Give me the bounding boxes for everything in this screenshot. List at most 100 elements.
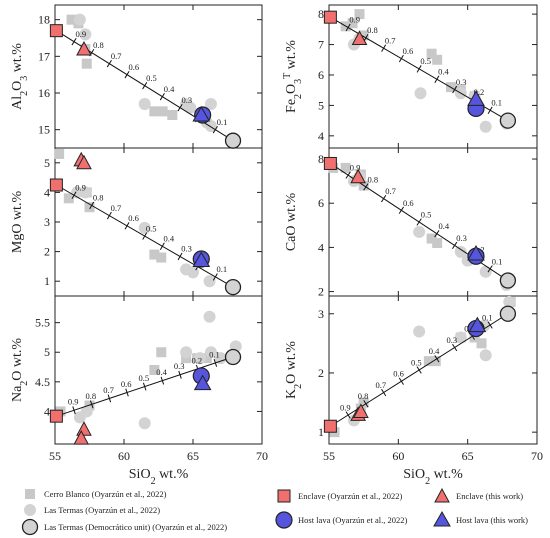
- fraction-label: 0.5: [420, 56, 431, 66]
- fraction-label: 0.9: [349, 15, 360, 25]
- enclave-ref-marker: [49, 178, 63, 192]
- y-tick-label: 18: [38, 13, 50, 27]
- mixing-tick: [125, 388, 129, 397]
- x-tick-label: 70: [256, 449, 268, 463]
- cerro-blanco-marker: [149, 365, 160, 375]
- enclave-this-marker: [434, 487, 450, 503]
- x-tick-label: 65: [187, 449, 199, 463]
- mixing-tick: [212, 273, 218, 281]
- host-this-marker: [468, 316, 487, 333]
- fraction-label: 0.8: [93, 193, 104, 203]
- x-tick-label: 60: [392, 449, 404, 463]
- fraction-label: 0.4: [164, 233, 175, 243]
- cerro-blanco-marker: [156, 347, 167, 358]
- x-tick-label: 55: [323, 449, 335, 463]
- legend-label: Cerro Blanco (Oyarzún et al., 2022): [44, 489, 167, 499]
- fraction-label: 0.3: [174, 361, 185, 371]
- cerro-blanco-marker: [201, 353, 212, 364]
- fraction-label: 0.1: [217, 264, 228, 274]
- mixing-tick: [398, 54, 404, 63]
- y-tick-label: 4: [318, 129, 324, 143]
- fraction-label: 0.5: [139, 373, 150, 383]
- las-termas-marker: [138, 221, 151, 234]
- las-termas-marker: [503, 295, 516, 308]
- mixing-tick: [160, 376, 165, 385]
- fraction-label: 0.3: [456, 77, 467, 87]
- las-termas-marker: [204, 346, 217, 359]
- cerro-blanco-marker: [426, 48, 437, 59]
- democratico-marker: [499, 305, 517, 322]
- fraction-label: 0.1: [209, 349, 220, 359]
- mixing-tick: [345, 411, 351, 419]
- panel-frame: [54, 4, 263, 149]
- las-termas-marker: [454, 245, 467, 258]
- mixing-tick: [142, 232, 148, 240]
- las-termas-marker: [203, 310, 216, 323]
- fraction-label: 0.3: [447, 335, 458, 345]
- fraction-label: 0.6: [128, 62, 139, 72]
- y-tick-label: 17: [38, 49, 50, 63]
- cerro-blanco-marker: [149, 249, 160, 260]
- x-tick-label: 60: [118, 449, 130, 463]
- mixing-tick: [363, 400, 369, 408]
- cerro-blanco-marker: [63, 193, 74, 204]
- mixing-tick: [177, 252, 183, 261]
- y-tick-label: 6: [318, 68, 324, 82]
- y-tick-label: 8: [318, 7, 324, 21]
- enclave-this-marker: [351, 30, 368, 45]
- y-axis-title: CaO wt.%: [284, 193, 299, 252]
- enclave-ref-marker: [49, 24, 63, 38]
- cerro-blanco-marker: [81, 58, 92, 69]
- y-tick-label: 5: [318, 98, 324, 112]
- cerro-blanco-marker: [54, 148, 65, 159]
- y-axis-title: Fe2O3T wt.%: [282, 40, 304, 113]
- y-tick-label: 8: [318, 152, 324, 166]
- fraction-label: 0.8: [358, 391, 369, 401]
- x-tick-label: 70: [531, 449, 543, 463]
- y-tick-label: 3: [44, 215, 50, 229]
- legend-item-enclave-ref: Enclave (Oyarzún et al., 2022): [277, 489, 402, 503]
- democratico-marker: [224, 132, 242, 149]
- x-tick-label: 65: [462, 449, 474, 463]
- cerro-blanco-marker: [432, 54, 443, 65]
- y-tick-label: 4: [44, 404, 50, 418]
- las-termas-marker: [204, 98, 217, 110]
- fraction-label: 0.3: [181, 244, 192, 254]
- fraction-label: 0.3: [181, 95, 192, 105]
- democratico-marker: [224, 278, 242, 296]
- mixing-tick: [381, 194, 387, 203]
- las-termas-marker: [80, 405, 93, 418]
- fraction-label: 0.8: [367, 25, 378, 35]
- cerro-blanco-marker: [167, 110, 178, 120]
- fraction-label: 0.4: [164, 84, 175, 94]
- y-tick-label: 15: [38, 123, 50, 137]
- y-tick-label: 1: [44, 274, 50, 288]
- mixing-tick: [434, 75, 440, 83]
- las-termas-marker: [73, 13, 86, 26]
- fraction-label: 0.8: [86, 391, 97, 401]
- y-axis-title: MgO wt.%: [10, 191, 25, 254]
- y-tick-label: 2: [44, 245, 50, 259]
- mixing-tick: [72, 406, 76, 415]
- mixing-tick: [434, 355, 440, 363]
- mixing-tick: [89, 400, 94, 409]
- fraction-label: 0.5: [146, 73, 157, 83]
- las-termas-marker: [24, 504, 36, 516]
- legend-label: Las Termas (Democrático unit) (Oyarzún e…: [44, 522, 227, 532]
- fraction-label: 0.9: [350, 163, 361, 173]
- x-axis-title: SiO2 wt.%: [403, 467, 463, 487]
- fraction-label: 0.6: [128, 213, 139, 223]
- las-termas-marker: [79, 186, 92, 199]
- fraction-label: 0.8: [368, 174, 379, 184]
- y-axis-title: Na2O wt.%: [10, 338, 30, 402]
- enclave-this-marker: [350, 168, 366, 184]
- fraction-label: 0.5: [421, 209, 432, 219]
- mixing-tick: [381, 44, 387, 52]
- mixing-tick: [452, 85, 458, 94]
- enclave-this-marker: [76, 421, 92, 436]
- y-tick-label: 2: [318, 366, 324, 380]
- mixing-tick: [345, 171, 351, 179]
